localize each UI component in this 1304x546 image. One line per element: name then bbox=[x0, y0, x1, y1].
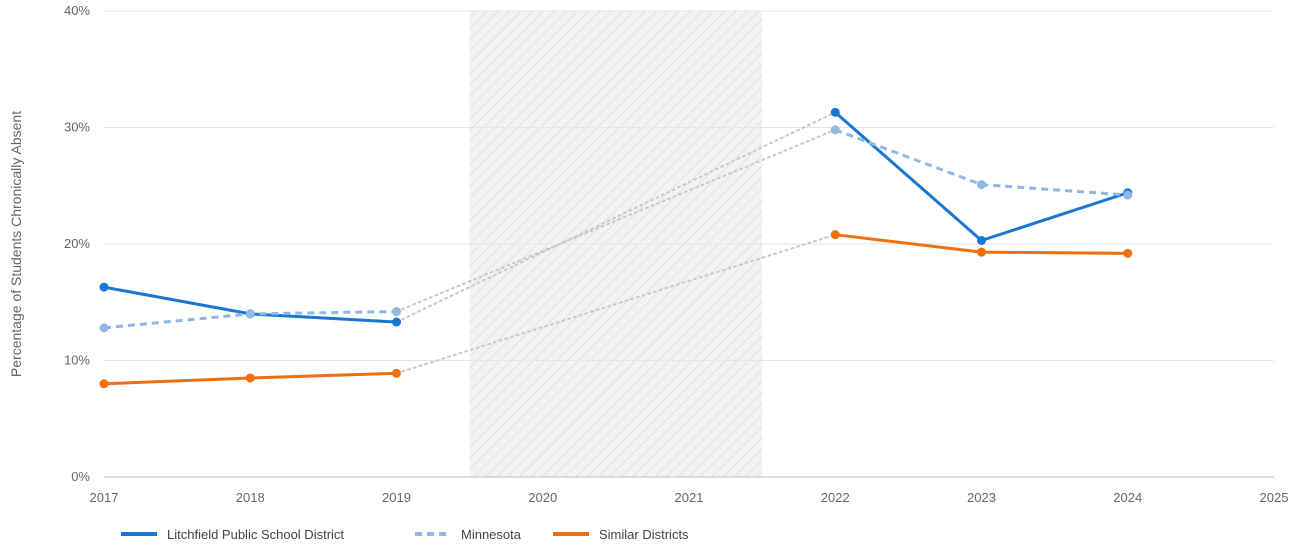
y-tick-label: 20% bbox=[64, 236, 90, 251]
y-tick-label: 10% bbox=[64, 353, 90, 368]
data-point bbox=[977, 180, 986, 190]
y-tick-label: 30% bbox=[64, 120, 90, 135]
y-axis-title: Percentage of Students Chronically Absen… bbox=[8, 111, 24, 377]
data-point bbox=[830, 125, 840, 135]
data-point bbox=[392, 368, 401, 378]
legend: Litchfield Public School District Minneso… bbox=[121, 527, 689, 542]
data-point bbox=[977, 247, 986, 257]
legend-label: Minnesota bbox=[461, 527, 522, 542]
axes: 0% 10% 20% 30% 40% 2017 2018 2019 2020 2021 2022 20… bbox=[64, 3, 1288, 505]
data-point bbox=[830, 230, 840, 240]
x-tick-label: 2025 bbox=[1260, 490, 1289, 505]
gap-connector-line bbox=[395, 233, 837, 375]
x-tick-label: 2018 bbox=[236, 490, 265, 505]
data-point bbox=[245, 309, 255, 319]
data-point bbox=[99, 282, 109, 292]
gap-connectors bbox=[395, 111, 837, 375]
x-tick-label: 2019 bbox=[382, 490, 411, 505]
legend-label: Similar Districts bbox=[599, 527, 689, 542]
data-point bbox=[1123, 248, 1133, 258]
data-point bbox=[977, 236, 986, 246]
x-tick-label: 2020 bbox=[528, 490, 557, 505]
gridlines bbox=[104, 10, 1274, 478]
data-point bbox=[1123, 190, 1133, 200]
data-point bbox=[392, 307, 401, 317]
data-point bbox=[392, 317, 401, 327]
data-point bbox=[99, 379, 109, 389]
y-tick-label: 0% bbox=[71, 469, 90, 484]
gap-connector-line bbox=[395, 128, 837, 313]
x-tick-label: 2017 bbox=[90, 490, 119, 505]
data-point bbox=[830, 107, 840, 117]
x-tick-label: 2023 bbox=[967, 490, 996, 505]
series-line bbox=[834, 111, 1129, 243]
x-tick-label: 2021 bbox=[675, 490, 704, 505]
x-tick-label: 2024 bbox=[1113, 490, 1142, 505]
y-tick-label: 40% bbox=[64, 3, 90, 18]
x-tick-label: 2022 bbox=[821, 490, 850, 505]
data-point bbox=[245, 373, 255, 383]
legend-label: Litchfield Public School District bbox=[167, 527, 344, 542]
series-lines bbox=[99, 107, 1133, 389]
data-point bbox=[99, 323, 109, 333]
